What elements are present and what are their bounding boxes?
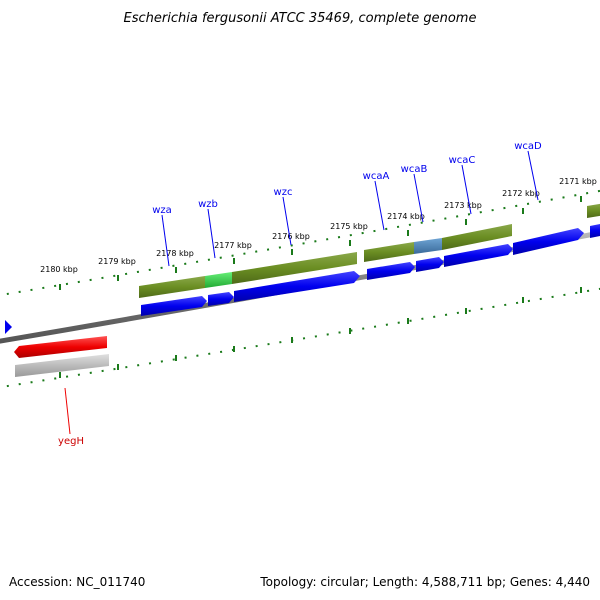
gene-label-wcaB[interactable]: wcaB: [401, 164, 428, 175]
cog-segment[interactable]: [205, 272, 232, 288]
cog-segment[interactable]: [232, 252, 357, 284]
tick-label: 2175 kbp: [330, 222, 368, 231]
map-title: Escherichia fergusonii ATCC 35469, compl…: [124, 11, 477, 26]
gene-labels: wza wzb wzc wcaA wcaB wcaC wcaD yegH: [58, 141, 542, 447]
cog-segment[interactable]: [364, 242, 414, 262]
cog-segment[interactable]: [139, 276, 205, 298]
tick-label: 2178 kbp: [156, 249, 194, 258]
outer-major-ticks: [59, 196, 582, 290]
gene-label-wzc[interactable]: wzc: [274, 187, 293, 198]
gene-arrow-wcaA[interactable]: [367, 262, 415, 280]
tick-label: 2179 kbp: [98, 257, 136, 266]
forward-genes: [5, 223, 600, 334]
gene-label-wza[interactable]: wza: [152, 205, 172, 216]
tick-label: 2171 kbp: [559, 177, 597, 186]
gene-label-wcaA[interactable]: wcaA: [363, 171, 390, 182]
gene-arrow-wza[interactable]: [141, 296, 207, 316]
gene-arrow-partial[interactable]: [590, 223, 600, 238]
genome-summary-text: Topology: circular; Length: 4,588,711 bp…: [259, 575, 590, 589]
tick-label: 2177 kbp: [214, 241, 252, 250]
gene-leaders-forward: [161, 150, 539, 267]
cog-segment[interactable]: [414, 238, 442, 254]
gene-arrow-wcaD[interactable]: [513, 228, 584, 255]
gene-arrow-left-edge[interactable]: [5, 320, 12, 334]
tick-label: 2174 kbp: [387, 212, 425, 221]
tick-label: 2176 kbp: [272, 232, 310, 241]
gene-leader-yegH: [64, 387, 71, 435]
tick-labels: 2180 kbp 2179 kbp 2178 kbp 2177 kbp 2176…: [40, 177, 597, 274]
gene-label-wcaC[interactable]: wcaC: [449, 155, 476, 166]
accession-text: Accession: NC_011740: [9, 575, 145, 589]
reverse-genes: [14, 336, 109, 377]
cog-segment-yegH[interactable]: [15, 354, 109, 377]
gene-label-wzb[interactable]: wzb: [198, 199, 218, 210]
gene-arrow-wzb[interactable]: [208, 292, 234, 306]
cog-segment[interactable]: [587, 203, 600, 218]
gene-arrow-wzc[interactable]: [234, 271, 360, 302]
cog-track: [139, 203, 600, 298]
gene-arrow-yegH[interactable]: [14, 336, 107, 358]
tick-label: 2172 kbp: [502, 189, 540, 198]
inner-major-ticks: [59, 287, 582, 378]
gene-arrow-wcaB[interactable]: [416, 257, 444, 272]
tick-label: 2173 kbp: [444, 201, 482, 210]
cog-segment[interactable]: [442, 224, 512, 250]
gene-arrow-wcaC[interactable]: [444, 244, 513, 267]
tick-label: 2180 kbp: [40, 265, 78, 274]
gene-label-yegH[interactable]: yegH: [58, 436, 84, 447]
gene-label-wcaD[interactable]: wcaD: [514, 141, 542, 152]
